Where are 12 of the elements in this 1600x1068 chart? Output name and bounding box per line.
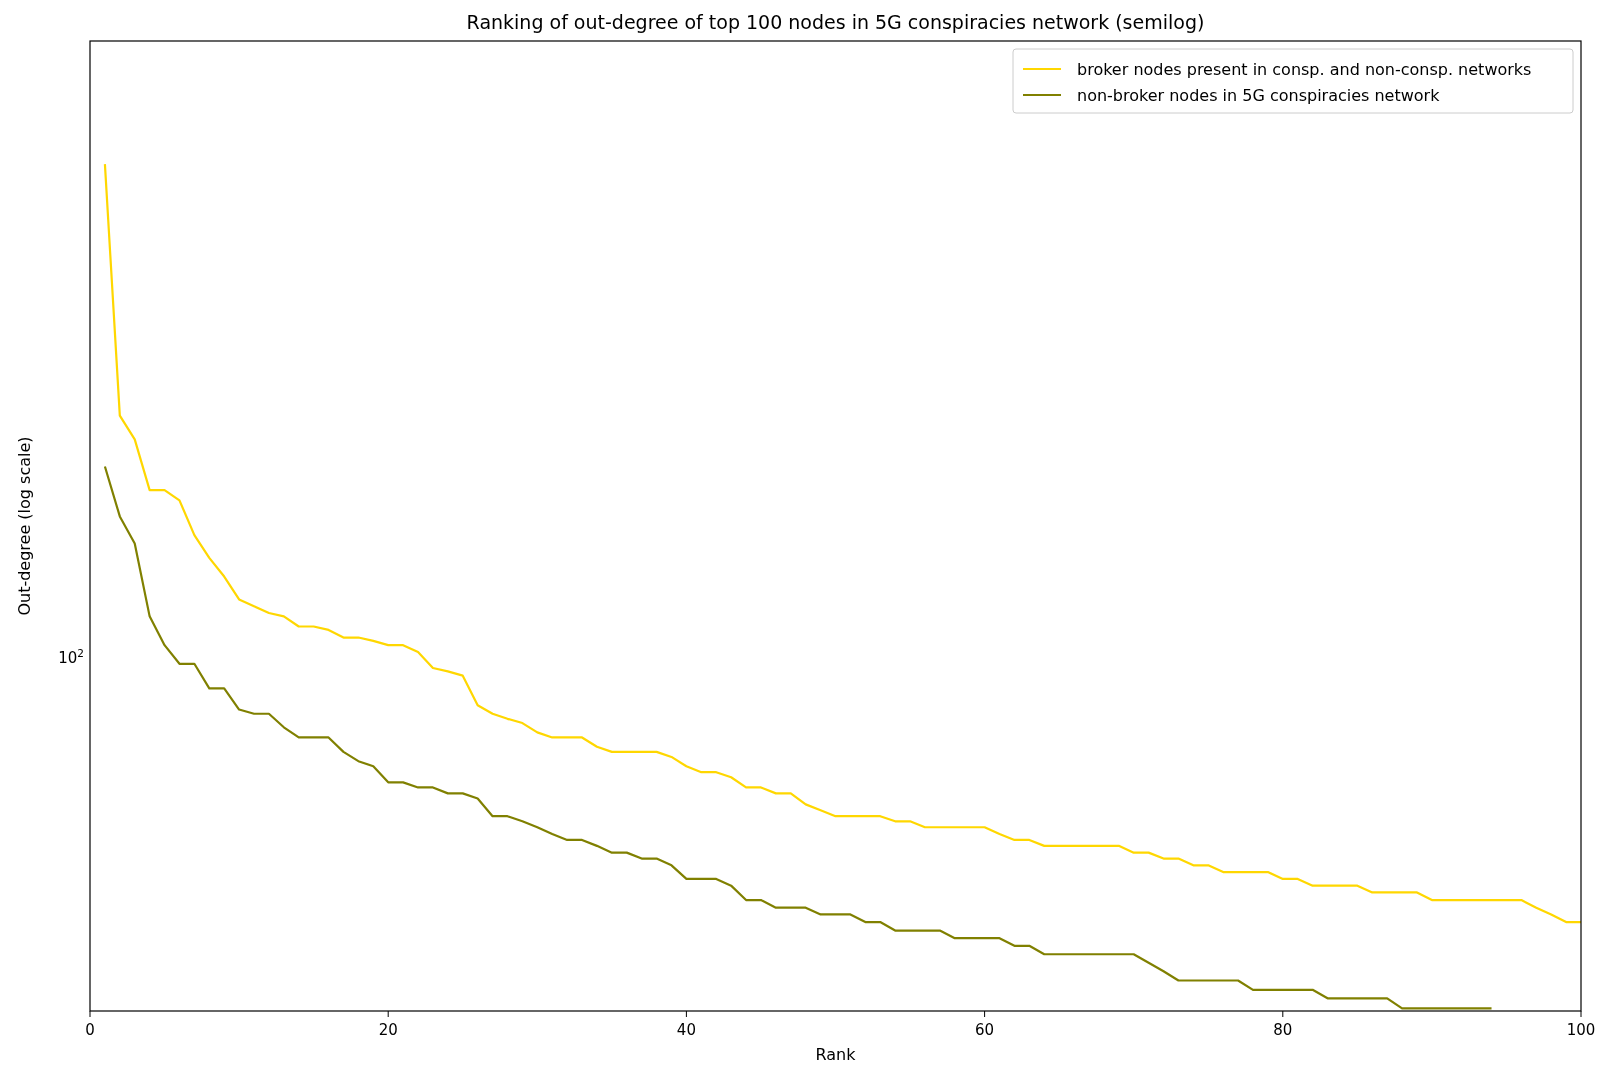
legend-label: non-broker nodes in 5G conspiracies network — [1077, 85, 1441, 105]
x-tick-label: 100 — [1566, 1021, 1596, 1039]
chart-title: Ranking of out-degree of top 100 nodes in 5G conspiracies network (semilog) — [466, 11, 1205, 33]
x-tick-label: 80 — [1273, 1021, 1293, 1039]
x-axis-title: Rank — [815, 1045, 857, 1064]
x-tick-label: 40 — [676, 1021, 696, 1039]
x-tick-label: 60 — [975, 1021, 995, 1039]
x-tick-label: 20 — [378, 1021, 398, 1039]
text: 10$^{2}$ — [58, 647, 84, 668]
legend-label: broker nodes present in consp. and non-consp. networks — [1077, 59, 1532, 79]
y-axis-title: Out-degree (log scale) — [15, 436, 34, 616]
x-tick-label: 0 — [85, 1021, 95, 1039]
